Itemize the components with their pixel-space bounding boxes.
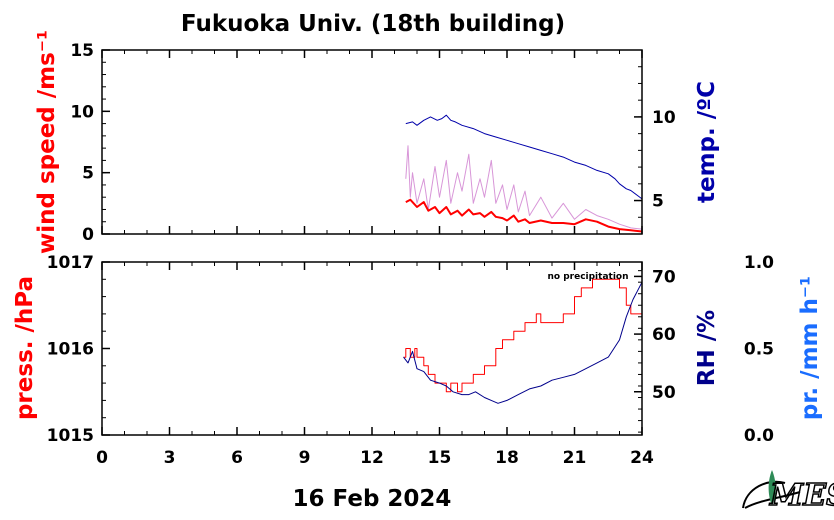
left-axis-tick-label: 5	[82, 164, 94, 184]
bottom-panel-ticks: 0 3 6 9 12 15 18 21 24 1015 1016 1017 50 60 70	[47, 253, 676, 468]
x-tick-label: 12	[360, 448, 384, 468]
precipitation-tick-label: 1.0	[744, 253, 774, 273]
humidity-series	[403, 281, 643, 404]
pressure-series	[403, 278, 643, 393]
pressure-line	[403, 278, 643, 393]
wind-gust-line	[405, 145, 643, 230]
date-label: 16 Feb 2024	[293, 486, 452, 512]
left-axis-tick-label: 15	[70, 41, 94, 61]
x-tick-label: 15	[428, 448, 452, 468]
temperature-line	[405, 114, 643, 200]
x-tick-label: 6	[231, 448, 243, 468]
temperature-series	[405, 114, 643, 200]
no-precipitation-annotation: no precipitation	[547, 272, 628, 282]
wind-speed-series	[405, 198, 643, 233]
temperature-axis-label: temp. /ºC	[694, 81, 720, 203]
pressure-humidity-panel: 0 3 6 9 12 15 18 21 24 1015 1016 1017 50 60 70 no prec…	[12, 253, 823, 468]
left-axis-tick-label: 1016	[47, 340, 94, 360]
x-tick-label: 3	[164, 448, 176, 468]
precipitation-tick-label: 0.5	[744, 340, 774, 360]
wind-speed-axis-label: wind speed /ms⁻¹	[34, 30, 60, 254]
wind-gust-series	[405, 145, 643, 230]
precipitation-tick-label: 0.0	[744, 426, 774, 446]
x-tick-label: 21	[563, 448, 587, 468]
logo-text: MES	[769, 478, 834, 513]
top-panel-ticks: 0 5 10 15 5 10	[70, 41, 676, 245]
humidity-axis-label: RH /%	[694, 310, 720, 386]
wind-speed-line	[405, 198, 643, 233]
right-axis-tick-label: 60	[652, 325, 676, 345]
precipitation-axis-label: pr. /mm h⁻¹	[797, 276, 823, 420]
right-axis-tick-label: 70	[652, 267, 676, 287]
left-axis-tick-label: 1017	[47, 253, 94, 273]
x-tick-label: 18	[495, 448, 519, 468]
pressure-axis-label: press. /hPa	[12, 276, 38, 420]
right-axis-tick-label: 10	[652, 108, 676, 128]
right-axis-tick-label: 5	[652, 192, 664, 212]
chart-title: Fukuoka Univ. (18th building)	[181, 11, 565, 37]
wind-temperature-panel: 0 5 10 15 5 10 wind speed /ms⁻¹ temp. /ºC	[34, 30, 720, 254]
left-axis-tick-label: 1015	[47, 426, 94, 446]
leaf-logo-icon: MES	[742, 470, 834, 514]
right-axis-tick-label: 50	[652, 383, 676, 403]
precipitation-axis-ticks: 0.0 0.5 1.0	[744, 253, 774, 446]
x-tick-label: 0	[96, 448, 108, 468]
left-axis-tick-label: 10	[70, 102, 94, 122]
bottom-plot-frame	[101, 261, 643, 436]
left-axis-tick-label: 0	[82, 225, 94, 245]
humidity-line	[403, 281, 643, 404]
x-tick-label: 9	[299, 448, 311, 468]
x-tick-label: 24	[630, 448, 654, 468]
